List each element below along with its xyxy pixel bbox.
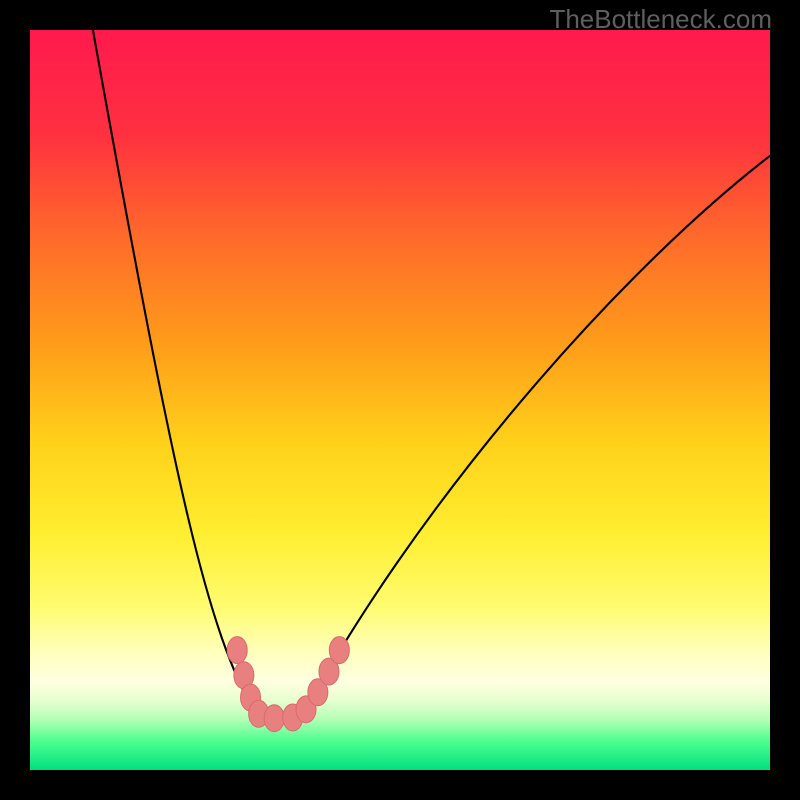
- curve-right-branch: [302, 156, 770, 717]
- curve-layer: [30, 30, 770, 770]
- curve-left-branch: [93, 30, 256, 715]
- trough-marker: [264, 705, 284, 732]
- trough-marker: [329, 637, 349, 664]
- trough-marker: [227, 637, 247, 664]
- watermark-text: TheBottleneck.com: [549, 4, 772, 35]
- chart-container: TheBottleneck.com: [0, 0, 800, 800]
- plot-area: [30, 30, 770, 770]
